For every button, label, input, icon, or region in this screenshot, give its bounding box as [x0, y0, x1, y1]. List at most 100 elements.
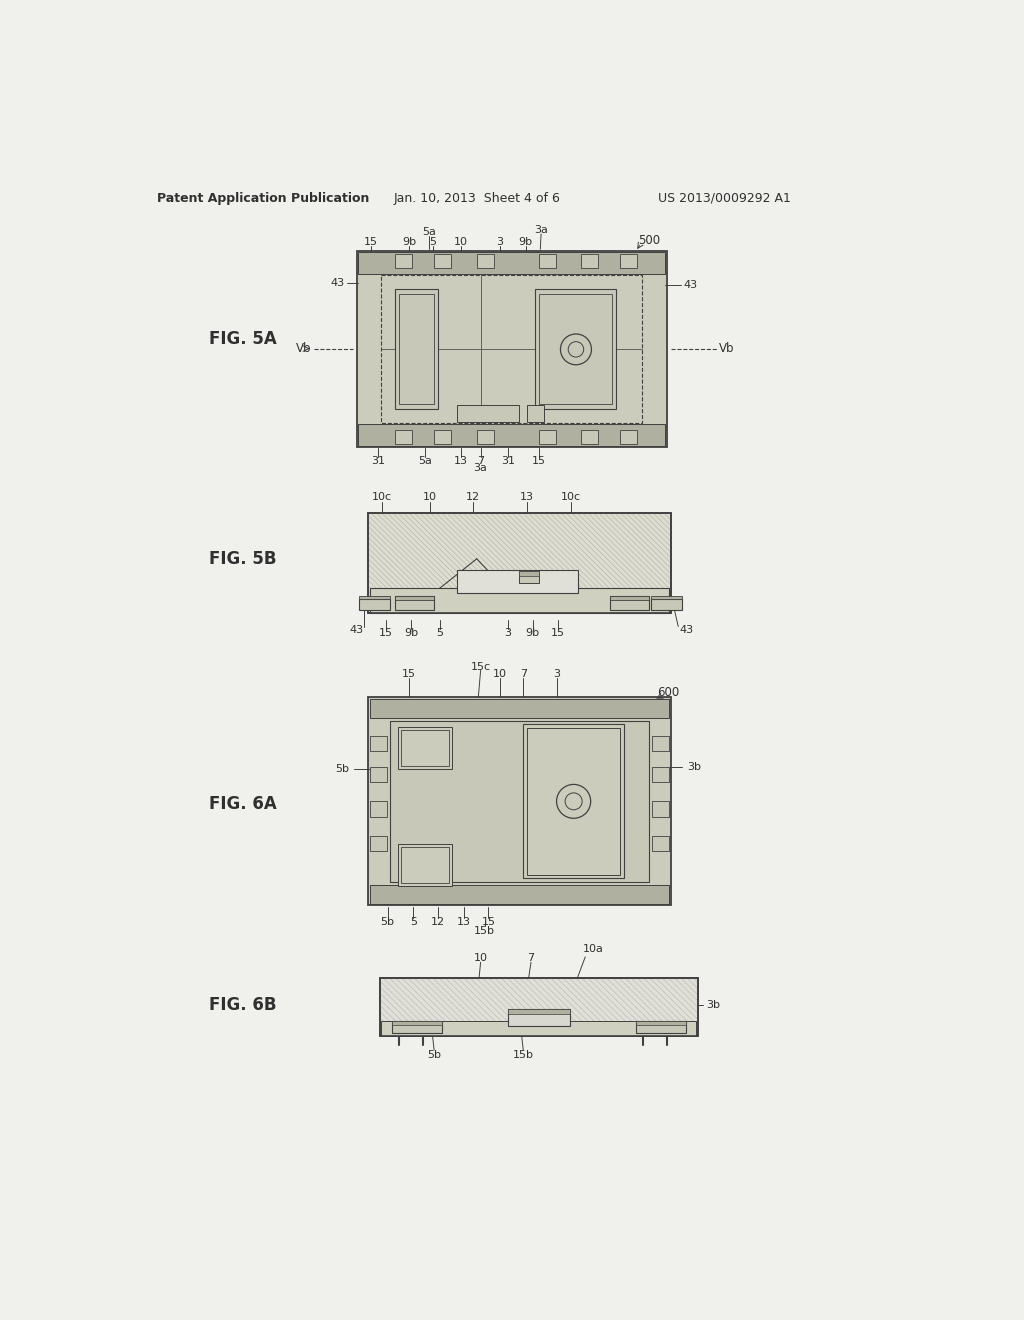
Bar — [651, 595, 682, 599]
Bar — [395, 253, 413, 268]
Text: 3: 3 — [553, 668, 560, 678]
Bar — [477, 253, 494, 268]
Bar — [539, 294, 612, 404]
Text: 13: 13 — [455, 455, 468, 466]
Bar — [519, 572, 539, 576]
Bar — [582, 253, 598, 268]
Bar — [458, 405, 519, 422]
Text: 15: 15 — [531, 455, 546, 466]
Text: 15: 15 — [402, 668, 417, 678]
Text: US 2013/0009292 A1: US 2013/0009292 A1 — [658, 191, 792, 205]
Text: 3: 3 — [497, 238, 504, 247]
Text: FIG. 6B: FIG. 6B — [209, 997, 276, 1014]
Text: 500: 500 — [638, 234, 659, 247]
Bar — [395, 289, 438, 409]
Bar — [535, 289, 616, 409]
Bar — [395, 595, 434, 599]
Text: 43: 43 — [684, 280, 697, 290]
Text: 5b: 5b — [336, 764, 349, 774]
Text: 3: 3 — [504, 628, 511, 639]
Bar — [395, 430, 413, 444]
Bar — [621, 253, 637, 268]
Bar — [434, 253, 452, 268]
Bar — [359, 595, 390, 599]
Bar — [621, 430, 637, 444]
Text: 7: 7 — [527, 953, 535, 962]
Bar — [519, 572, 539, 582]
Bar — [358, 424, 665, 446]
Text: 43: 43 — [330, 279, 344, 288]
Text: 31: 31 — [372, 455, 385, 466]
Bar — [652, 836, 669, 851]
Bar — [582, 430, 598, 444]
Bar — [395, 595, 434, 610]
Text: 3b: 3b — [687, 762, 700, 772]
Bar — [523, 725, 624, 878]
Text: 5: 5 — [429, 238, 436, 247]
Bar — [527, 405, 544, 422]
Bar — [380, 978, 697, 1036]
Bar — [652, 767, 669, 781]
Text: Vb: Vb — [719, 342, 735, 355]
Text: 7: 7 — [520, 668, 526, 678]
Text: 12: 12 — [431, 917, 445, 927]
Text: 15: 15 — [551, 628, 565, 639]
Bar — [636, 1020, 686, 1034]
Bar — [370, 589, 669, 612]
Text: 15c: 15c — [471, 661, 490, 672]
Bar — [358, 252, 665, 275]
Text: 10c: 10c — [561, 492, 582, 502]
Text: 5a: 5a — [422, 227, 435, 238]
Text: 7: 7 — [477, 455, 484, 466]
Bar — [527, 729, 621, 874]
Text: 600: 600 — [657, 685, 679, 698]
Text: 10: 10 — [493, 668, 507, 678]
Bar — [477, 430, 494, 444]
Bar — [610, 595, 649, 599]
Text: 10: 10 — [423, 492, 437, 502]
Text: 43: 43 — [349, 624, 364, 635]
Text: 5a: 5a — [418, 455, 432, 466]
Bar — [399, 294, 434, 404]
Text: 5b: 5b — [427, 1051, 441, 1060]
Bar — [434, 430, 452, 444]
Text: 9b: 9b — [402, 238, 417, 247]
Bar — [458, 570, 578, 594]
Bar — [610, 595, 649, 610]
Text: 15: 15 — [481, 917, 496, 927]
Bar — [400, 730, 449, 766]
Bar — [369, 512, 671, 612]
Bar — [391, 1020, 442, 1024]
Text: 10: 10 — [455, 238, 468, 247]
Bar — [652, 737, 669, 751]
Text: 3a: 3a — [535, 224, 548, 235]
Bar — [370, 700, 669, 718]
Text: 15: 15 — [379, 628, 393, 639]
Text: 10c: 10c — [372, 492, 392, 502]
Text: 9b: 9b — [525, 628, 540, 639]
Bar — [508, 1010, 569, 1014]
Text: 5b: 5b — [381, 917, 394, 927]
Bar — [651, 599, 682, 610]
Bar — [539, 253, 556, 268]
Text: 10a: 10a — [583, 944, 603, 954]
Bar — [370, 767, 387, 781]
Text: 5: 5 — [436, 628, 443, 639]
Bar — [370, 836, 387, 851]
Bar — [397, 726, 452, 770]
Text: 31: 31 — [501, 455, 515, 466]
Text: 9b: 9b — [403, 628, 418, 639]
Bar — [370, 801, 387, 817]
Text: 13: 13 — [520, 492, 535, 502]
Text: FIG. 6A: FIG. 6A — [209, 795, 276, 813]
Text: Patent Application Publication: Patent Application Publication — [158, 191, 370, 205]
Bar — [652, 801, 669, 817]
Bar — [390, 721, 649, 882]
Text: 15: 15 — [364, 238, 378, 247]
Bar — [369, 512, 671, 612]
Bar — [356, 251, 667, 447]
Bar — [359, 599, 390, 610]
Bar — [636, 1020, 686, 1024]
Bar — [400, 847, 449, 883]
Bar — [370, 737, 387, 751]
